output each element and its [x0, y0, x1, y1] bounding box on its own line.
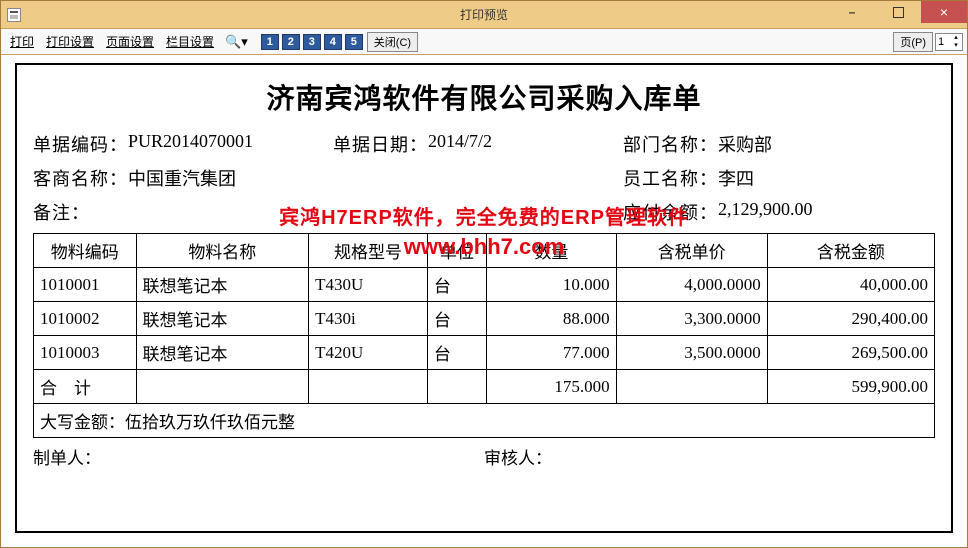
value-employee: 李四	[718, 165, 754, 191]
table-cell: 台	[427, 302, 486, 336]
toolbar-column-setup[interactable]: 栏目设置	[161, 33, 219, 50]
table-cell: 联想笔记本	[136, 336, 309, 370]
table-cell: 40,000.00	[767, 268, 934, 302]
table-cell: 3,500.0000	[616, 336, 767, 370]
toolbar-page-setup[interactable]: 页面设置	[101, 33, 159, 50]
table-cell: 联想笔记本	[136, 302, 309, 336]
table-cell: 1010003	[34, 336, 137, 370]
table-cell: 599,900.00	[767, 370, 934, 404]
data-table: 物料编码物料名称规格型号单位数量含税单价含税金额 1010001联想笔记本T43…	[33, 233, 935, 438]
value-balance: 2,129,900.00	[718, 199, 813, 225]
label-docno: 单据编码：	[33, 131, 128, 157]
label-employee: 员工名称：	[623, 165, 718, 191]
value-docno: PUR2014070001	[128, 131, 253, 157]
table-row: 1010003联想笔记本T420U台77.0003,500.0000269,50…	[34, 336, 935, 370]
table-cell: 290,400.00	[767, 302, 934, 336]
value-dept: 采购部	[718, 131, 772, 157]
table-cell: 269,500.00	[767, 336, 934, 370]
minimize-button[interactable]: –	[829, 1, 875, 23]
view-mode-2[interactable]: 2	[282, 34, 300, 50]
document-title: 济南宾鸿软件有限公司采购入库单	[33, 77, 935, 117]
amount-cn-row: 大写金额：伍拾玖万玖仟玖佰元整	[34, 404, 935, 438]
table-header: 单位	[427, 234, 486, 268]
window-title: 打印预览	[1, 6, 967, 23]
zoom-icon[interactable]: 🔍▾	[221, 34, 252, 50]
title-bar: 打印预览 – ×	[1, 1, 967, 29]
table-header: 数量	[487, 234, 616, 268]
app-icon	[7, 8, 21, 22]
view-mode-4[interactable]: 4	[324, 34, 342, 50]
table-cell	[309, 370, 428, 404]
table-header: 物料编码	[34, 234, 137, 268]
table-header: 含税单价	[616, 234, 767, 268]
label-preparer: 制单人：	[33, 449, 101, 468]
table-cell: 台	[427, 268, 486, 302]
toolbar-print-setup[interactable]: 打印设置	[41, 33, 99, 50]
toolbar-print[interactable]: 打印	[5, 33, 39, 50]
table-cell: 1010001	[34, 268, 137, 302]
table-header-row: 物料编码物料名称规格型号单位数量含税单价含税金额	[34, 234, 935, 268]
value-docdate: 2014/7/2	[428, 131, 492, 157]
table-cell: 175.000	[487, 370, 616, 404]
toolbar-close[interactable]: 关闭(C)	[367, 32, 418, 52]
table-cell: 合 计	[34, 370, 137, 404]
table-header: 物料名称	[136, 234, 309, 268]
label-balance: 应付余额：	[623, 199, 718, 225]
table-cell	[616, 370, 767, 404]
value-customer: 中国重汽集团	[128, 165, 236, 191]
table-cell: 88.000	[487, 302, 616, 336]
table-cell	[136, 370, 309, 404]
table-cell: 4,000.0000	[616, 268, 767, 302]
table-row: 1010002联想笔记本T430i台88.0003,300.0000290,40…	[34, 302, 935, 336]
view-mode-3[interactable]: 3	[303, 34, 321, 50]
print-preview-page: 济南宾鸿软件有限公司采购入库单 单据编码： PUR2014070001 单据日期…	[15, 63, 953, 533]
view-mode-5[interactable]: 5	[345, 34, 363, 50]
table-header: 规格型号	[309, 234, 428, 268]
spin-up-icon[interactable]: ▴	[951, 34, 961, 42]
app-window: 打印预览 – × 打印 打印设置 页面设置 栏目设置 🔍▾ 1 2 3 4 5 …	[0, 0, 968, 548]
toolbar-page[interactable]: 页(P)	[893, 32, 933, 52]
table-row: 1010001联想笔记本T430U台10.0004,000.000040,000…	[34, 268, 935, 302]
page-spinner[interactable]: 1 ▴▾	[935, 33, 963, 51]
label-customer: 客商名称：	[33, 165, 128, 191]
view-mode-1[interactable]: 1	[261, 34, 279, 50]
table-cell: 10.000	[487, 268, 616, 302]
table-cell: T420U	[309, 336, 428, 370]
table-cell: 1010002	[34, 302, 137, 336]
table-cell: T430U	[309, 268, 428, 302]
close-button[interactable]: ×	[921, 1, 967, 23]
table-cell	[427, 370, 486, 404]
spin-down-icon[interactable]: ▾	[951, 42, 961, 50]
table-total-row: 合 计 175.000 599,900.00	[34, 370, 935, 404]
table-cell: T430i	[309, 302, 428, 336]
label-reviewer: 审核人：	[484, 449, 552, 468]
amount-cn-cell: 大写金额：伍拾玖万玖仟玖佰元整	[34, 404, 935, 438]
page-value: 1	[938, 36, 944, 48]
table-header: 含税金额	[767, 234, 934, 268]
toolbar: 打印 打印设置 页面设置 栏目设置 🔍▾ 1 2 3 4 5 关闭(C) 页(P…	[1, 29, 967, 55]
label-dept: 部门名称：	[623, 131, 718, 157]
table-cell: 77.000	[487, 336, 616, 370]
maximize-button[interactable]	[875, 1, 921, 23]
table-cell: 台	[427, 336, 486, 370]
label-remark: 备注：	[33, 199, 90, 225]
label-docdate: 单据日期：	[333, 131, 428, 157]
table-cell: 3,300.0000	[616, 302, 767, 336]
table-cell: 联想笔记本	[136, 268, 309, 302]
